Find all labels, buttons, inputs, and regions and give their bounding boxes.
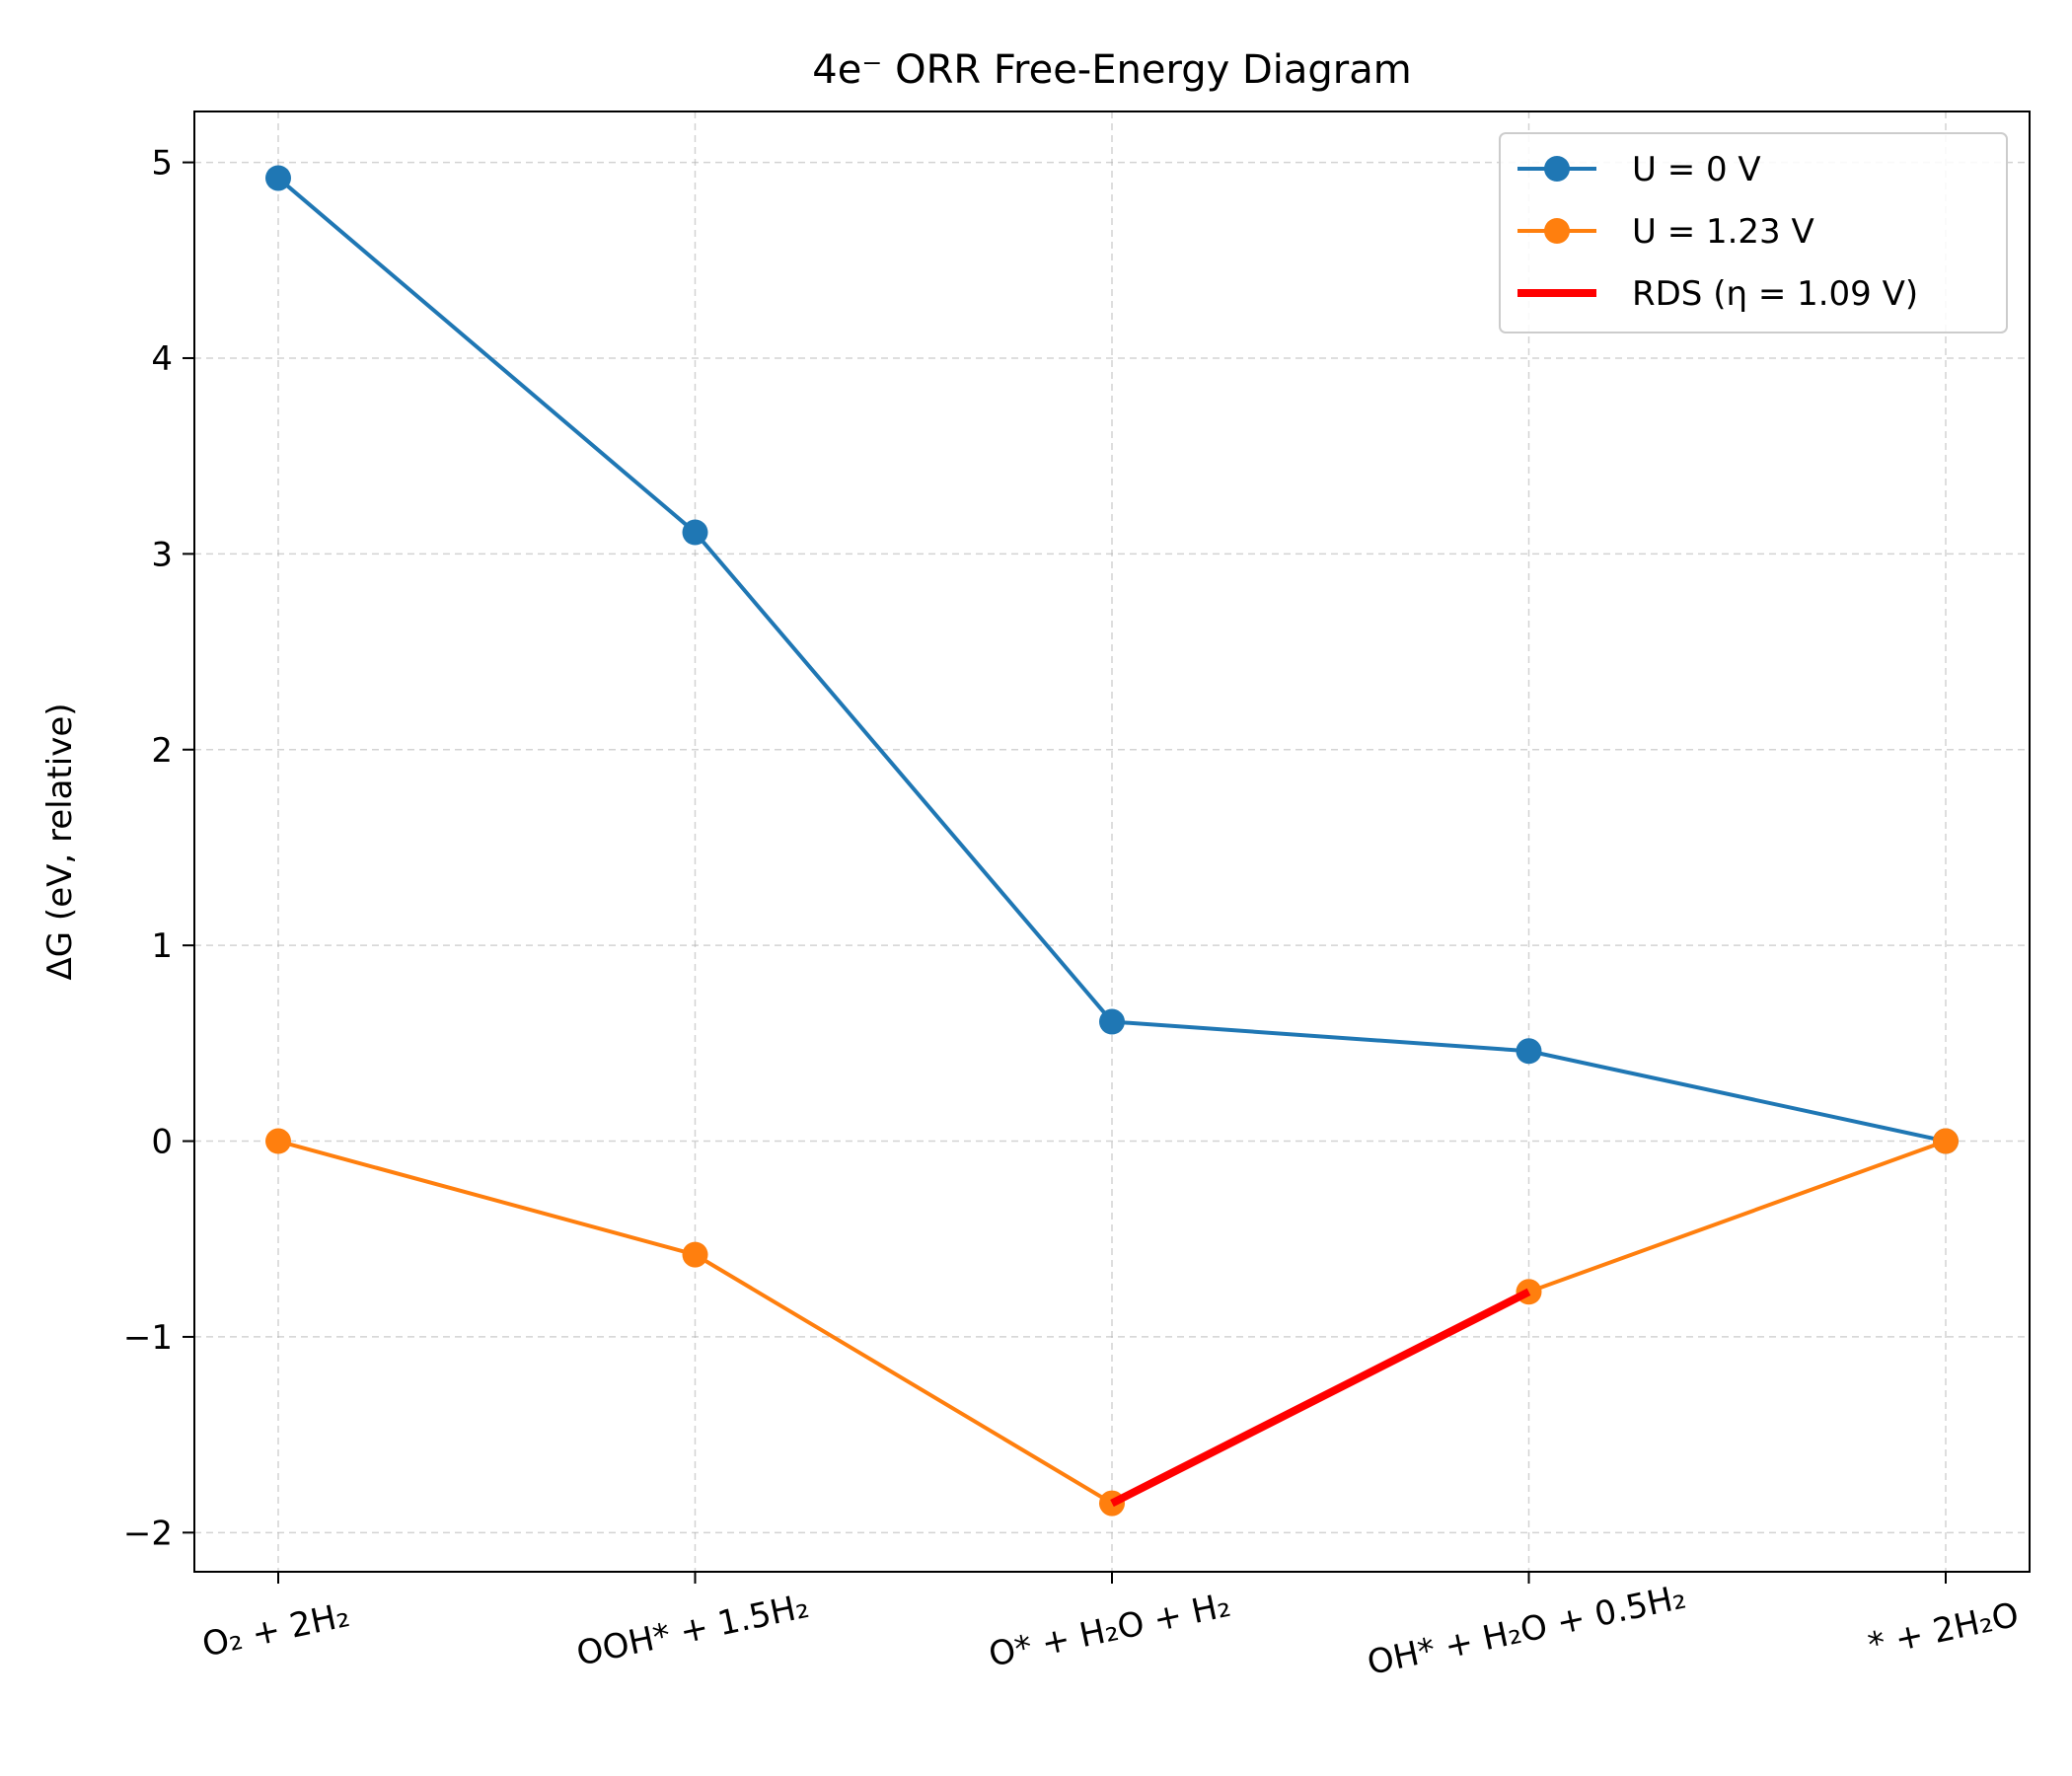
legend-swatch-marker [1544, 218, 1570, 244]
y-tick-label: 5 [151, 144, 173, 184]
y-tick-label: −1 [123, 1318, 173, 1358]
legend-label: U = 0 V [1632, 150, 1761, 189]
legend-box [1499, 132, 2008, 333]
plot-series [265, 165, 1959, 1517]
data-point [682, 519, 708, 546]
legend-swatch-marker [1544, 156, 1570, 182]
data-point [1099, 1008, 1125, 1035]
y-tick-label: 4 [151, 339, 173, 379]
y-tick-label: 0 [151, 1123, 173, 1162]
y-tick-label: 1 [151, 926, 173, 966]
data-point [265, 1128, 291, 1154]
data-point [1933, 1128, 1959, 1154]
y-tick-label: 2 [151, 731, 173, 771]
legend-label: RDS (η = 1.09 V) [1632, 274, 1918, 314]
data-point [682, 1241, 708, 1268]
legend-label: U = 1.23 V [1632, 212, 1814, 252]
data-point [265, 165, 291, 191]
y-axis-label: ΔG (eV, relative) [40, 703, 80, 981]
legend: U = 0 V U = 1.23 V RDS (η = 1.09 V) [1499, 132, 2008, 333]
data-point [1516, 1038, 1542, 1065]
rds-highlight-line [1110, 1288, 1531, 1508]
y-tick-label: −2 [123, 1514, 173, 1553]
chart-title: 4e⁻ ORR Free-Energy Diagram [812, 47, 1411, 93]
y-tick-label: 3 [151, 535, 173, 574]
